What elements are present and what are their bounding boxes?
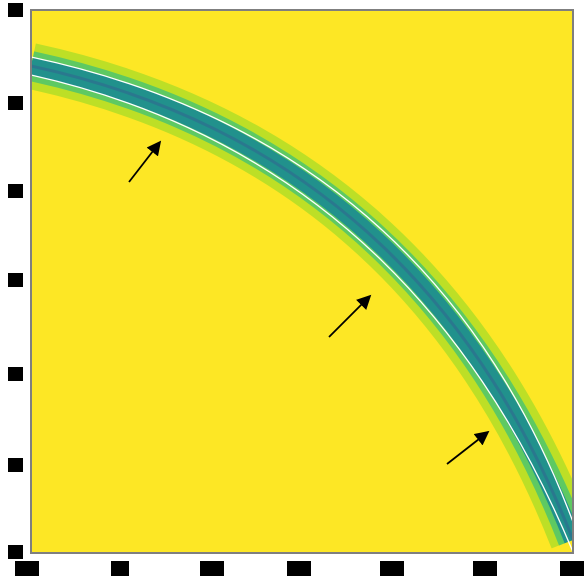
- x-tick-6: [473, 561, 497, 576]
- x-tick-7: [560, 561, 584, 576]
- x-axis-ticks: [15, 561, 584, 576]
- arrow-upper-left: [128, 140, 162, 183]
- field-band-group: [31, 43, 573, 553]
- y-axis-ticks: [8, 3, 23, 559]
- y-tick-1: [8, 3, 23, 17]
- y-tick-3: [8, 184, 23, 198]
- y-tick-6: [8, 458, 23, 472]
- y-tick-2: [8, 96, 23, 110]
- x-tick-5: [380, 561, 404, 576]
- plot-frame: [30, 9, 574, 554]
- x-tick-1: [15, 561, 39, 576]
- arrow-middle: [328, 294, 372, 338]
- contour-line-lower: [31, 74, 573, 553]
- arrow-lower-right: [446, 430, 490, 465]
- y-tick-5: [8, 367, 23, 381]
- y-tick-4: [8, 273, 23, 287]
- arrow-group: [128, 140, 490, 465]
- contour-line-upper: [31, 56, 573, 523]
- field-band-center-line: [31, 64, 573, 541]
- x-tick-4: [287, 561, 311, 576]
- x-tick-3: [200, 561, 224, 576]
- y-tick-7: [8, 545, 23, 559]
- x-tick-2: [111, 561, 129, 576]
